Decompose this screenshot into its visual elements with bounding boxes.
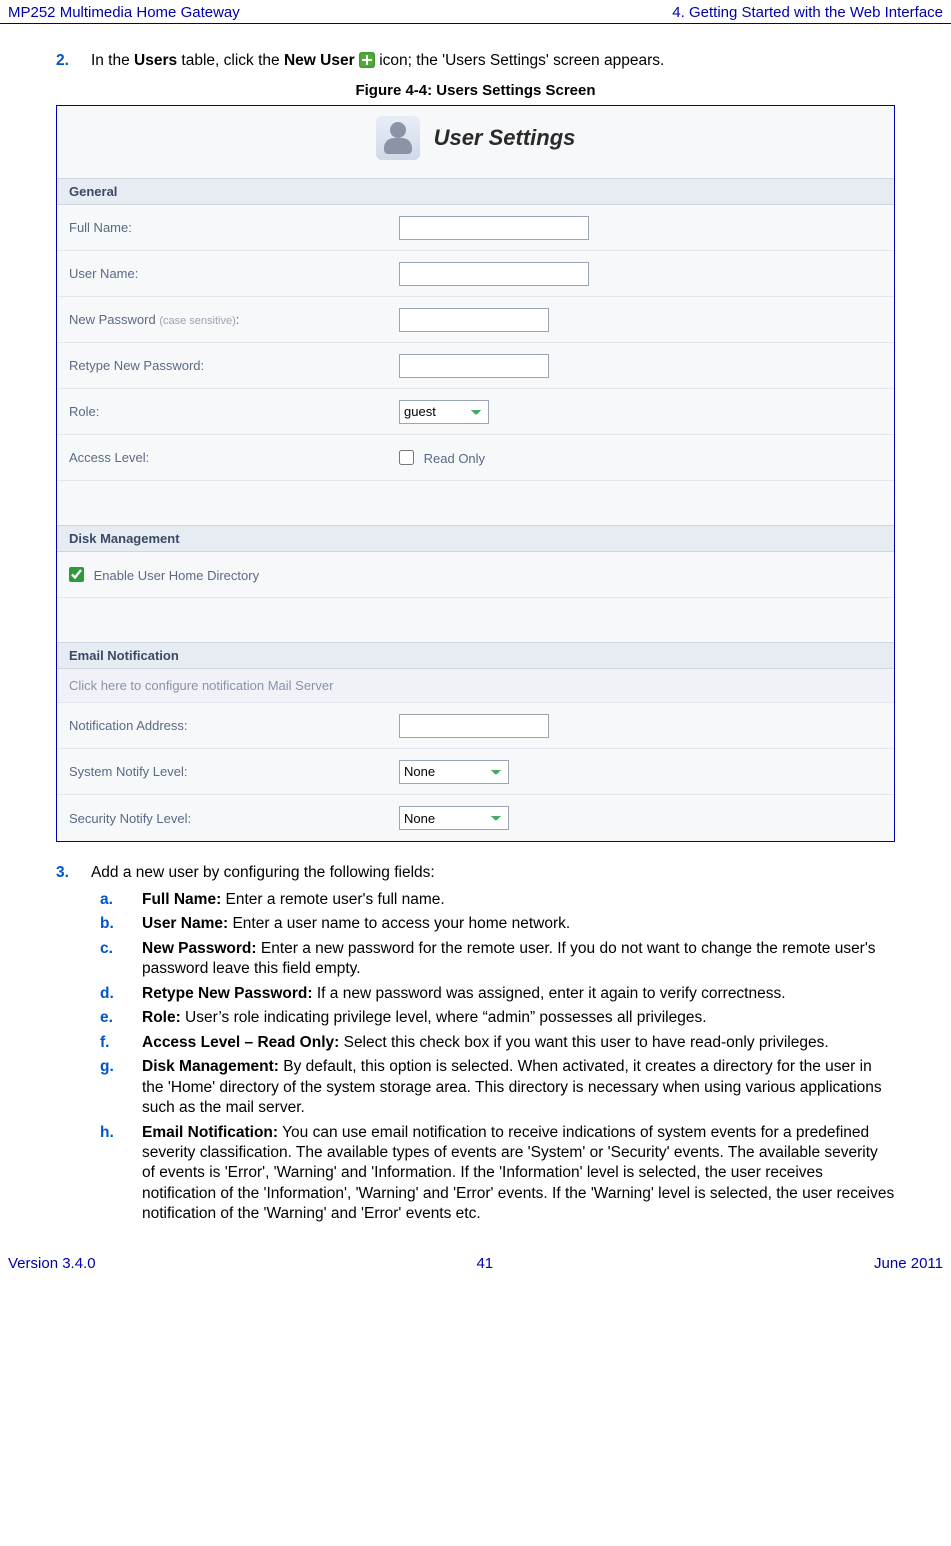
- step-3-number: 3.: [56, 864, 69, 881]
- sub-a-letter: a.: [100, 890, 128, 910]
- sub-c: c.New Password: Enter a new password for…: [142, 939, 895, 980]
- section-email: Email Notification: [57, 642, 894, 669]
- input-newpassword[interactable]: [399, 308, 549, 332]
- section-general: General: [57, 178, 894, 205]
- label-access: Access Level:: [69, 450, 399, 465]
- sub-d-term: Retype New Password:: [142, 985, 313, 1002]
- page-footer: Version 3.4.0 41 June 2011: [0, 1249, 951, 1276]
- panel-title-row: User Settings: [57, 106, 894, 178]
- input-username[interactable]: [399, 262, 589, 286]
- sub-e-letter: e.: [100, 1008, 128, 1028]
- sub-b: b.User Name: Enter a user name to access…: [142, 914, 895, 934]
- row-username: User Name:: [57, 251, 894, 297]
- enablehome-wrap[interactable]: Enable User Home Directory: [69, 567, 259, 583]
- label-newpassword-a: New Password: [69, 312, 159, 327]
- step-3: 3. Add a new user by configuring the foll…: [56, 864, 895, 882]
- select-sysnot[interactable]: None: [399, 760, 509, 784]
- user-settings-screenshot: User Settings General Full Name: User Na…: [56, 105, 895, 842]
- row-newpassword: New Password (case sensitive):: [57, 297, 894, 343]
- row-role: Role: guest: [57, 389, 894, 435]
- row-retype: Retype New Password:: [57, 343, 894, 389]
- label-readonly: Read Only: [424, 451, 485, 466]
- label-fullname: Full Name:: [69, 220, 399, 235]
- sub-c-letter: c.: [100, 939, 128, 959]
- label-notaddr: Notification Address:: [69, 718, 399, 733]
- footer-center: 41: [476, 1255, 493, 1272]
- row-sysnot: System Notify Level: None: [57, 749, 894, 795]
- step-2-bold-newuser: New User: [284, 52, 355, 69]
- input-notaddr[interactable]: [399, 714, 549, 738]
- label-retype: Retype New Password:: [69, 358, 399, 373]
- label-role: Role:: [69, 404, 399, 419]
- panel-title: User Settings: [434, 125, 576, 151]
- sub-h-letter: h.: [100, 1123, 128, 1143]
- row-fullname: Full Name:: [57, 205, 894, 251]
- sub-f-letter: f.: [100, 1033, 128, 1053]
- sub-f: f.Access Level – Read Only: Select this …: [142, 1033, 895, 1053]
- input-fullname[interactable]: [399, 216, 589, 240]
- sub-d-letter: d.: [100, 984, 128, 1004]
- label-newpassword-b: :: [236, 312, 240, 327]
- section-disk: Disk Management: [57, 525, 894, 552]
- label-newpassword: New Password (case sensitive):: [69, 312, 399, 327]
- step-2-number: 2.: [56, 52, 69, 69]
- checkbox-enablehome[interactable]: [69, 567, 84, 582]
- label-secnot: Security Notify Level:: [69, 811, 399, 826]
- header-right: 4. Getting Started with the Web Interfac…: [672, 4, 943, 21]
- gap-2: [57, 598, 894, 642]
- sub-e-term: Role:: [142, 1009, 181, 1026]
- input-retype[interactable]: [399, 354, 549, 378]
- user-icon: [376, 116, 420, 160]
- sub-b-letter: b.: [100, 914, 128, 934]
- sub-a-term: Full Name:: [142, 891, 221, 908]
- sub-f-term: Access Level – Read Only:: [142, 1034, 339, 1051]
- checkbox-readonly[interactable]: [399, 450, 414, 465]
- step-2-bold-users: Users: [134, 52, 177, 69]
- header-left: MP252 Multimedia Home Gateway: [8, 4, 240, 21]
- step-2-text-b: table, click the: [177, 52, 284, 69]
- label-newpassword-hint: (case sensitive): [159, 315, 235, 327]
- readonly-wrap[interactable]: Read Only: [399, 451, 485, 466]
- label-enablehome: Enable User Home Directory: [94, 568, 259, 583]
- sub-g-term: Disk Management:: [142, 1058, 279, 1075]
- sub-b-term: User Name:: [142, 915, 228, 932]
- sub-e: e.Role: User’s role indicating privilege…: [142, 1008, 895, 1028]
- sub-g-letter: g.: [100, 1057, 128, 1077]
- row-notaddr: Notification Address:: [57, 703, 894, 749]
- sub-e-body: User’s role indicating privilege level, …: [181, 1009, 707, 1026]
- select-secnot[interactable]: None: [399, 806, 509, 830]
- step-2: 2. In the Users table, click the New User…: [56, 52, 895, 70]
- sub-c-term: New Password:: [142, 940, 257, 957]
- sub-a: a.Full Name: Enter a remote user's full …: [142, 890, 895, 910]
- row-mailserver-link[interactable]: Click here to configure notification Mai…: [57, 669, 894, 703]
- row-access: Access Level: Read Only: [57, 435, 894, 481]
- sub-a-body: Enter a remote user's full name.: [221, 891, 445, 908]
- sub-f-body: Select this check box if you want this u…: [339, 1034, 828, 1051]
- row-enablehome: Enable User Home Directory: [57, 552, 894, 598]
- sub-b-body: Enter a user name to access your home ne…: [228, 915, 570, 932]
- figure-caption: Figure 4-4: Users Settings Screen: [56, 82, 895, 99]
- sub-g: g.Disk Management: By default, this opti…: [142, 1057, 895, 1118]
- label-username: User Name:: [69, 266, 399, 281]
- row-secnot: Security Notify Level: None: [57, 795, 894, 841]
- step-3-sublist: a. Full Name: Enter a remote user's full …: [56, 890, 895, 1225]
- label-sysnot: System Notify Level:: [69, 764, 399, 779]
- footer-left: Version 3.4.0: [8, 1255, 96, 1272]
- step-3-text: Add a new user by configuring the follow…: [91, 864, 435, 881]
- select-role[interactable]: guest: [399, 400, 489, 424]
- gap-1: [57, 481, 894, 525]
- sub-d-body: If a new password was assigned, enter it…: [313, 985, 786, 1002]
- sub-h-term: Email Notification:: [142, 1124, 278, 1141]
- step-2-text-c: icon; the 'Users Settings' screen appear…: [375, 52, 664, 69]
- footer-right: June 2011: [874, 1255, 943, 1272]
- plus-icon: [359, 52, 375, 68]
- sub-d: d.Retype New Password: If a new password…: [142, 984, 895, 1004]
- step-2-text-a: In the: [91, 52, 134, 69]
- sub-h: h.Email Notification: You can use email …: [142, 1123, 895, 1225]
- page-header: MP252 Multimedia Home Gateway 4. Getting…: [0, 0, 951, 24]
- page-content: 2. In the Users table, click the New User…: [0, 24, 951, 1225]
